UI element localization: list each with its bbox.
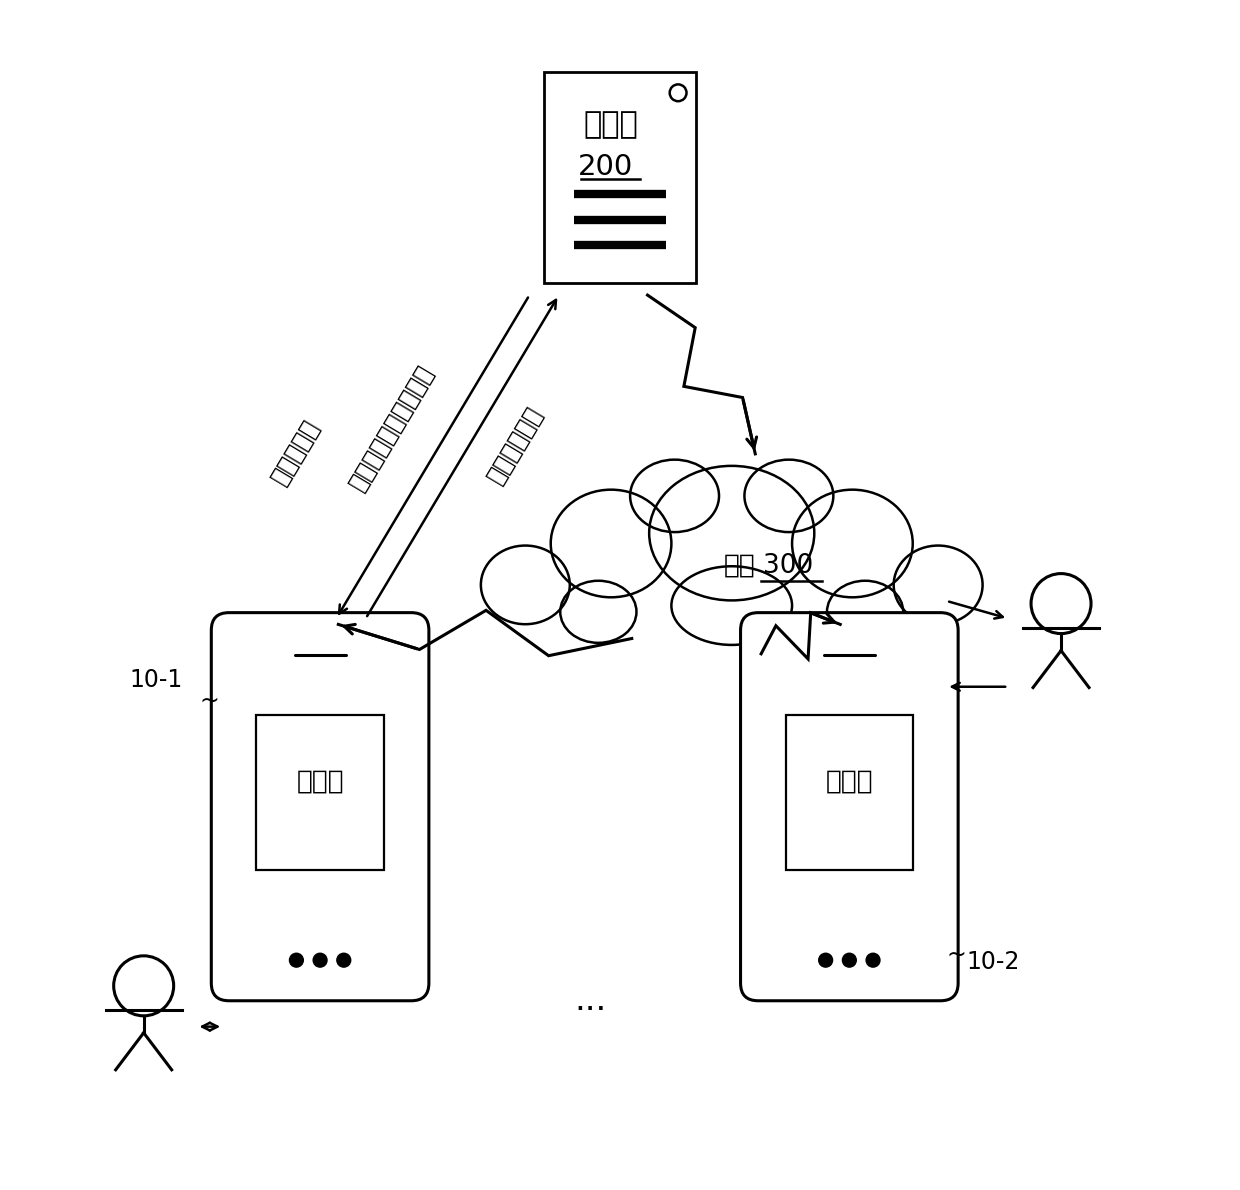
Circle shape <box>842 953 857 967</box>
Text: 10-2: 10-2 <box>966 950 1019 973</box>
Circle shape <box>337 953 351 967</box>
Text: 请求文本信息: 请求文本信息 <box>484 402 547 488</box>
Text: ~: ~ <box>200 689 219 713</box>
Circle shape <box>866 953 880 967</box>
Text: 网络: 网络 <box>723 552 755 578</box>
Text: 10-1: 10-1 <box>129 668 182 691</box>
Text: 服务器: 服务器 <box>583 109 637 139</box>
Ellipse shape <box>551 489 671 597</box>
FancyBboxPatch shape <box>740 613 959 1001</box>
FancyBboxPatch shape <box>785 715 913 870</box>
Text: ...: ... <box>574 984 606 1017</box>
Ellipse shape <box>481 545 570 625</box>
Ellipse shape <box>744 459 833 532</box>
Ellipse shape <box>650 465 815 601</box>
FancyBboxPatch shape <box>257 715 384 870</box>
Ellipse shape <box>792 489 913 597</box>
Text: 的文本信息: 的文本信息 <box>267 415 324 488</box>
Text: 200: 200 <box>578 152 634 181</box>
Ellipse shape <box>894 545 982 625</box>
Ellipse shape <box>630 459 719 532</box>
Ellipse shape <box>560 581 636 643</box>
Circle shape <box>314 953 327 967</box>
Circle shape <box>1030 574 1091 633</box>
Circle shape <box>114 956 174 1016</box>
Ellipse shape <box>827 581 903 643</box>
Ellipse shape <box>671 566 792 645</box>
Circle shape <box>289 953 304 967</box>
Text: 输出与目标视频相匹配: 输出与目标视频相匹配 <box>345 361 438 494</box>
Text: 300: 300 <box>764 552 813 578</box>
FancyBboxPatch shape <box>543 71 697 283</box>
Text: ~: ~ <box>946 942 966 967</box>
Text: 客户端: 客户端 <box>826 769 873 795</box>
Circle shape <box>818 953 832 967</box>
FancyBboxPatch shape <box>211 613 429 1001</box>
Text: 客户端: 客户端 <box>296 769 343 795</box>
